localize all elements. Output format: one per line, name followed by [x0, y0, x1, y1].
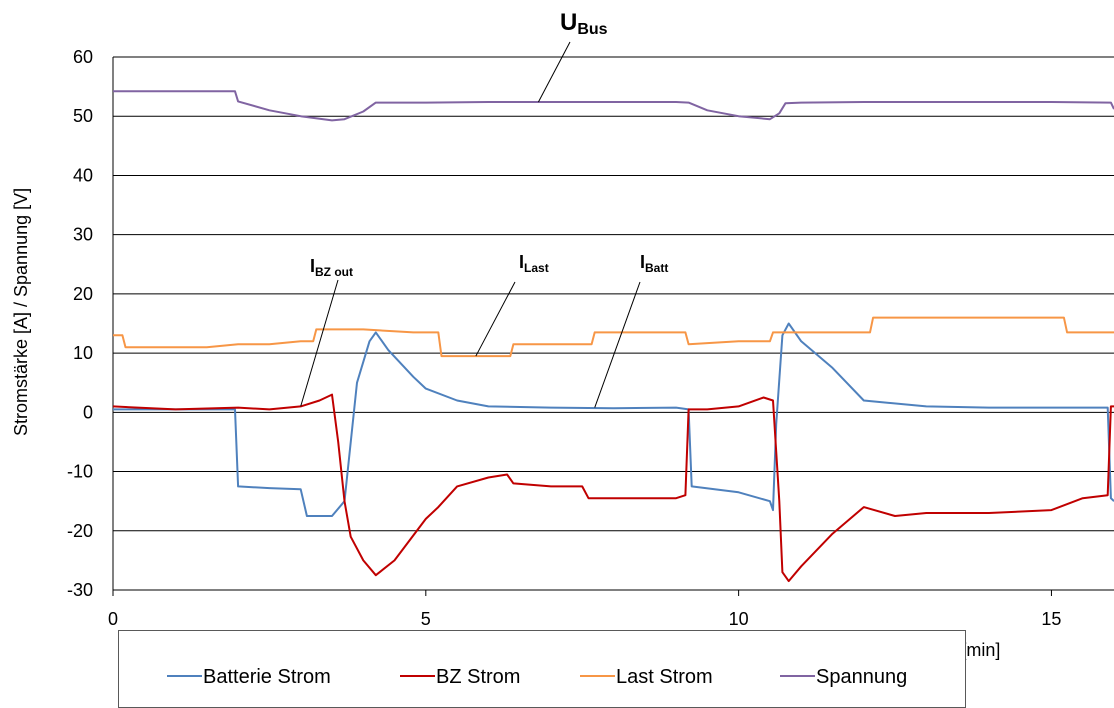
y-axis-label: Stromstärke [A] / Spannung [V]	[11, 188, 31, 436]
x-tick-label: 0	[108, 609, 118, 629]
gridlines	[112, 56, 1114, 591]
legend-label: BZ Strom	[436, 666, 520, 688]
legend-items: Batterie Strom BZ Strom Last Strom Spannung	[167, 666, 907, 688]
x-tick-label: 15	[1041, 609, 1061, 629]
y-tick-label: 30	[73, 225, 93, 245]
annotation-leader-line	[594, 281, 641, 408]
y-tick-label: -20	[67, 521, 93, 541]
legend-label: Batterie Strom	[203, 666, 331, 688]
annotations: UBus IBZ out ILast IBatt	[300, 9, 668, 408]
series-lines	[112, 90, 1114, 583]
y-tick-label: -30	[67, 580, 93, 600]
legend: Batterie Strom BZ Strom Last Strom Spannung	[118, 630, 966, 708]
x-tick-label: 5	[421, 609, 431, 629]
annotation-label: IBatt	[640, 252, 668, 275]
annotation-leader-line	[475, 281, 516, 357]
legend-label: Last Strom	[616, 666, 713, 688]
y-tick-label: 60	[73, 47, 93, 67]
y-tick-label: 0	[83, 402, 93, 422]
annotation-leader-line	[537, 41, 571, 103]
x-tick-labels: 0 5 10 15	[108, 590, 1061, 629]
series-line-last-strom	[113, 316, 1114, 358]
y-tick-label: -10	[67, 462, 93, 482]
y-tick-label: 10	[73, 343, 93, 363]
series-line-spannung	[113, 90, 1114, 122]
annotation-label: ILast	[519, 252, 549, 275]
annotation-leader-line	[300, 279, 339, 407]
y-tick-label: 40	[73, 165, 93, 185]
annotation-label: UBus	[560, 9, 608, 38]
y-tick-label: 50	[73, 106, 93, 126]
series-line-bz-strom	[112, 393, 1114, 583]
x-tick-label: 10	[729, 609, 749, 629]
annotation-label: IBZ out	[310, 256, 353, 279]
series-line-batterie-strom	[113, 322, 1114, 517]
y-tick-label: 20	[73, 284, 93, 304]
legend-label: Spannung	[816, 666, 907, 688]
y-tick-labels: 60 50 40 30 20 10 0 -10 -20 -30	[67, 47, 93, 600]
